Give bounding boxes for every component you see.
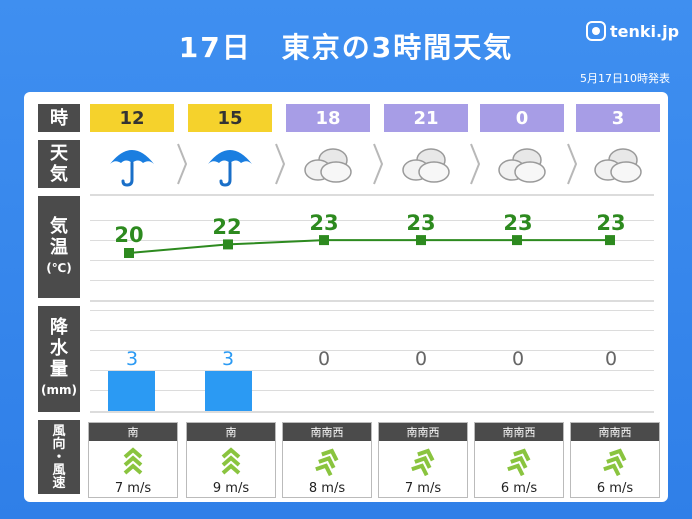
precip-value: 0 bbox=[317, 348, 331, 370]
tenki-logo: tenki.jp bbox=[586, 21, 679, 41]
gridline bbox=[90, 310, 654, 311]
wind-arrow-icon bbox=[603, 448, 627, 477]
gridline bbox=[90, 280, 654, 281]
wind-card: 南南西 7 m/s bbox=[378, 422, 468, 498]
temp-label: 23 bbox=[503, 211, 533, 235]
hour-cell: 18 bbox=[286, 104, 370, 132]
wind-direction: 南南西 bbox=[283, 423, 371, 441]
wind-speed: 6 m/s bbox=[500, 481, 538, 496]
hour-cell: 12 bbox=[90, 104, 174, 132]
chevron-right-icon bbox=[567, 143, 578, 185]
precip-value: 0 bbox=[414, 348, 428, 370]
temp-label: 23 bbox=[596, 211, 626, 235]
gridline bbox=[90, 330, 654, 331]
wind-direction: 南 bbox=[89, 423, 177, 441]
temp-point bbox=[512, 235, 522, 246]
precip-value: 3 bbox=[125, 348, 139, 370]
wind-speed: 9 m/s bbox=[212, 481, 250, 496]
row-divider bbox=[90, 411, 654, 413]
hour-cell: 3 bbox=[576, 104, 660, 132]
cloud-icon bbox=[594, 148, 642, 183]
row-divider bbox=[90, 300, 654, 302]
wind-card: 南 9 m/s bbox=[186, 422, 276, 498]
wind-arrow-icon bbox=[507, 448, 531, 477]
temp-point bbox=[223, 239, 233, 250]
chevron-right-icon bbox=[275, 143, 286, 185]
temp-point bbox=[416, 235, 426, 246]
chevron-right-icon bbox=[373, 143, 384, 185]
precip-row-label: 降水量 (mm) bbox=[38, 306, 80, 412]
wind-direction: 南南西 bbox=[571, 423, 659, 441]
hour-cell: 0 bbox=[480, 104, 564, 132]
temp-point bbox=[605, 235, 615, 246]
wind-card: 南南西 8 m/s bbox=[282, 422, 372, 498]
tenki-logo-icon bbox=[586, 21, 606, 41]
umbrella-icon bbox=[110, 150, 154, 187]
cloud-icon bbox=[402, 148, 450, 183]
gridline bbox=[90, 370, 654, 371]
wind-arrow-icon bbox=[315, 448, 339, 477]
wind-speed: 8 m/s bbox=[308, 481, 346, 496]
gridline bbox=[90, 350, 654, 351]
wind-arrow-icon bbox=[411, 448, 435, 477]
wind-card: 南南西 6 m/s bbox=[570, 422, 660, 498]
umbrella-icon bbox=[208, 150, 252, 187]
temp-point bbox=[319, 235, 329, 246]
chevron-right-icon bbox=[177, 143, 188, 185]
temp-row-label: 気温 (℃) bbox=[38, 196, 80, 298]
gridline bbox=[90, 260, 654, 261]
temp-label: 20 bbox=[114, 223, 144, 247]
temp-label: 23 bbox=[406, 211, 436, 235]
precip-value: 0 bbox=[604, 348, 618, 370]
gridline bbox=[90, 220, 654, 221]
wind-speed: 7 m/s bbox=[404, 481, 442, 496]
wind-direction: 南南西 bbox=[475, 423, 563, 441]
wind-arrow-icon bbox=[123, 447, 143, 475]
issued-time: 5月17日10時発表 bbox=[580, 72, 670, 85]
chevron-right-icon bbox=[470, 143, 481, 185]
wind-direction: 南 bbox=[187, 423, 275, 441]
precip-bar bbox=[205, 370, 252, 411]
precip-value: 0 bbox=[511, 348, 525, 370]
temp-line bbox=[128, 239, 610, 254]
cloud-icon bbox=[304, 148, 352, 183]
precip-bar bbox=[108, 370, 155, 411]
temp-label: 22 bbox=[212, 215, 242, 239]
hour-cell: 21 bbox=[384, 104, 468, 132]
gridline bbox=[90, 390, 654, 391]
wind-card: 南南西 6 m/s bbox=[474, 422, 564, 498]
wind-card: 南 7 m/s bbox=[88, 422, 178, 498]
wind-speed: 6 m/s bbox=[596, 481, 634, 496]
page-title: 17日 東京の3時間天気 bbox=[178, 31, 514, 64]
wind-speed: 7 m/s bbox=[114, 481, 152, 496]
weather-row-label: 天気 bbox=[38, 140, 80, 188]
wind-row-label: 風向・風速 bbox=[38, 420, 80, 494]
temp-point bbox=[124, 248, 134, 258]
time-row-label: 時 bbox=[38, 104, 80, 132]
brand-name: tenki.jp bbox=[610, 21, 680, 41]
cloud-icon bbox=[498, 148, 546, 183]
temp-label: 23 bbox=[309, 211, 339, 235]
row-divider bbox=[90, 194, 654, 196]
hour-cell: 15 bbox=[188, 104, 272, 132]
precip-value: 3 bbox=[221, 348, 235, 370]
wind-direction: 南南西 bbox=[379, 423, 467, 441]
wind-arrow-icon bbox=[221, 447, 241, 475]
